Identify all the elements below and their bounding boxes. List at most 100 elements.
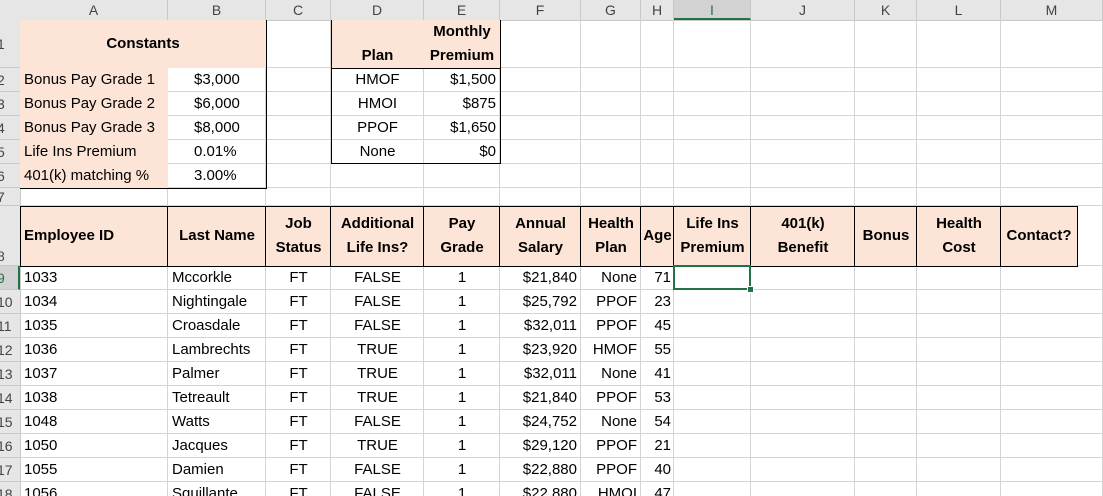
cell-job-status[interactable]: FT (289, 413, 308, 430)
cell-health-plan[interactable]: HMOF (592, 341, 637, 358)
cell-additional-life[interactable]: TRUE (357, 365, 398, 382)
cell-additional-life[interactable]: FALSE (354, 461, 401, 478)
plan-name[interactable]: PPOF (357, 119, 398, 136)
cell-health-plan[interactable]: PPOF (596, 293, 637, 310)
row-header-17[interactable]: 17 (0, 458, 20, 482)
row-header-2[interactable]: 2 (0, 68, 20, 92)
cell-health-plan[interactable]: PPOF (596, 461, 637, 478)
cell-age[interactable]: 54 (654, 413, 671, 430)
row-header-10[interactable]: 10 (0, 290, 20, 314)
header-life-ins-premium[interactable]: Life Ins Premium (674, 206, 751, 266)
row-header-5[interactable]: 5 (0, 140, 20, 164)
column-header-g[interactable]: G (581, 0, 641, 20)
column-header-j[interactable]: J (751, 0, 855, 20)
header-health-cost[interactable]: Health Cost (917, 206, 1001, 266)
cell-last-name[interactable]: Nightingale (172, 293, 248, 310)
fill-handle[interactable] (747, 286, 754, 293)
cell-employee-id[interactable]: 1036 (24, 341, 58, 358)
row-header-14[interactable]: 14 (0, 386, 20, 410)
header-pay-grade[interactable]: Pay Grade (424, 206, 500, 266)
cell-job-status[interactable]: FT (289, 341, 308, 358)
cell-job-status[interactable]: FT (289, 365, 308, 382)
constant-value[interactable]: $8,000 (194, 119, 240, 136)
cell-health-plan[interactable]: PPOF (596, 437, 637, 454)
cell-job-status[interactable]: FT (289, 269, 308, 286)
header-bonus[interactable]: Bonus (855, 206, 917, 266)
cell-health-plan[interactable]: None (601, 365, 637, 382)
cell-pay-grade[interactable]: 1 (457, 437, 467, 454)
cell-employee-id[interactable]: 1055 (24, 461, 58, 478)
cell-last-name[interactable]: Tetreault (172, 389, 230, 406)
cell-additional-life[interactable]: FALSE (354, 293, 401, 310)
plan-name[interactable]: HMOF (355, 71, 400, 88)
header-employee-id[interactable]: Employee ID (20, 206, 168, 266)
row-header-1[interactable]: 1 (0, 20, 20, 68)
cell-pay-grade[interactable]: 1 (457, 389, 467, 406)
cell-job-status[interactable]: FT (289, 437, 308, 454)
header-last-name[interactable]: Last Name (168, 206, 266, 266)
cell-health-plan[interactable]: PPOF (596, 317, 637, 334)
cell-age[interactable]: 47 (654, 485, 671, 496)
cell-job-status[interactable]: FT (289, 293, 308, 310)
cell-job-status[interactable]: FT (289, 389, 308, 406)
row-header-13[interactable]: 13 (0, 362, 20, 386)
row-header-18[interactable]: 18 (0, 482, 20, 496)
cell-last-name[interactable]: Mccorkle (172, 269, 233, 286)
cell-annual-salary[interactable]: $21,840 (522, 389, 577, 406)
row-header-7[interactable]: 7 (0, 188, 20, 206)
column-header-d[interactable]: D (331, 0, 424, 20)
cell-job-status[interactable]: FT (289, 485, 308, 496)
cell-last-name[interactable]: Croasdale (172, 317, 241, 334)
cell-annual-salary[interactable]: $25,792 (522, 293, 577, 310)
column-header-i[interactable]: I (674, 0, 751, 20)
cell-pay-grade[interactable]: 1 (457, 365, 467, 382)
cell-age[interactable]: 55 (654, 341, 671, 358)
cell-additional-life[interactable]: TRUE (357, 437, 398, 454)
constant-value[interactable]: 3.00% (194, 167, 237, 184)
cell-age[interactable]: 71 (654, 269, 671, 286)
cell-annual-salary[interactable]: $32,011 (523, 317, 577, 334)
cell-last-name[interactable]: Watts (172, 413, 210, 430)
cell-age[interactable]: 45 (654, 317, 671, 334)
header-401k-benefit[interactable]: 401(k) Benefit (751, 206, 855, 266)
cell-pay-grade[interactable]: 1 (457, 461, 467, 478)
cell-last-name[interactable]: Lambrechts (172, 341, 251, 358)
cell-last-name[interactable]: Squillante (172, 485, 238, 496)
cell-additional-life[interactable]: TRUE (357, 389, 398, 406)
cell-employee-id[interactable]: 1035 (24, 317, 58, 334)
column-header-a[interactable]: A (20, 0, 168, 20)
cell-last-name[interactable]: Damien (172, 461, 224, 478)
row-header-12[interactable]: 12 (0, 338, 20, 362)
constant-value[interactable]: 0.01% (194, 143, 237, 160)
cell-pay-grade[interactable]: 1 (457, 293, 467, 310)
cell-pay-grade[interactable]: 1 (457, 341, 467, 358)
plan-header-top[interactable] (331, 20, 424, 44)
cell-job-status[interactable]: FT (289, 461, 308, 478)
premium-header[interactable]: Monthly Premium (424, 20, 500, 68)
column-header-h[interactable]: H (641, 0, 674, 20)
cell-employee-id[interactable]: 1056 (24, 485, 58, 496)
constant-label[interactable]: Bonus Pay Grade 2 (20, 92, 168, 116)
cell-employee-id[interactable]: 1034 (24, 293, 58, 310)
cell-additional-life[interactable]: FALSE (354, 317, 401, 334)
cell-health-plan[interactable]: PPOF (596, 389, 637, 406)
row-header-11[interactable]: 11 (0, 314, 20, 338)
plan-name[interactable]: HMOI (357, 95, 398, 112)
cell-additional-life[interactable]: FALSE (354, 413, 401, 430)
cell-employee-id[interactable]: 1050 (24, 437, 58, 454)
cell-health-plan[interactable]: None (601, 413, 637, 430)
constant-label[interactable]: Bonus Pay Grade 1 (20, 68, 168, 92)
constant-label[interactable]: Life Ins Premium (20, 140, 168, 164)
column-header-l[interactable]: L (917, 0, 1001, 20)
cell-annual-salary[interactable]: $32,011 (523, 365, 577, 382)
row-header-16[interactable]: 16 (0, 434, 20, 458)
constant-label[interactable]: Bonus Pay Grade 3 (20, 116, 168, 140)
header-annual-salary[interactable]: Annual Salary (500, 206, 581, 266)
cell-health-plan[interactable]: HMOI (597, 485, 637, 496)
cell-annual-salary[interactable]: $21,840 (522, 269, 577, 286)
cell-annual-salary[interactable]: $23,920 (522, 341, 577, 358)
column-header-c[interactable]: C (266, 0, 331, 20)
constant-label[interactable]: 401(k) matching % (20, 164, 168, 188)
cell-last-name[interactable]: Jacques (172, 437, 228, 454)
constant-value[interactable]: $3,000 (194, 71, 240, 88)
